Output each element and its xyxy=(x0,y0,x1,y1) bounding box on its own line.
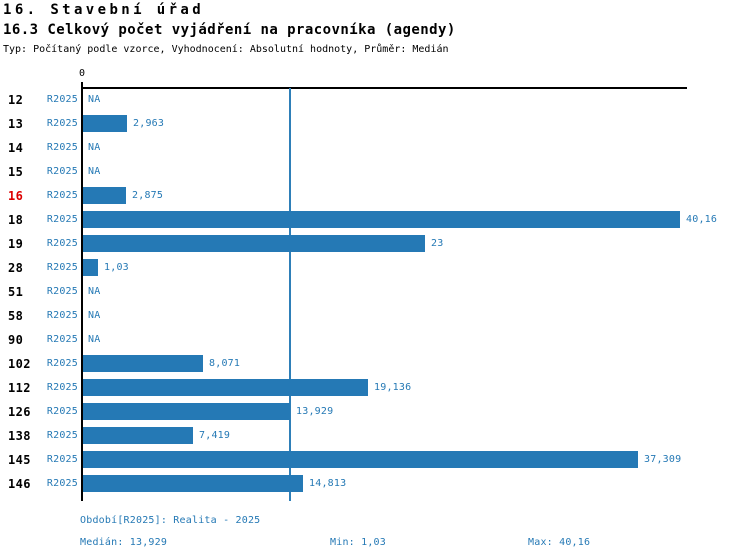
row-category-label: 13 xyxy=(8,117,24,131)
row-series-label: R2025 xyxy=(46,142,78,153)
chart-row: 13 R2025 2,963 xyxy=(0,112,750,136)
chart-row: 28 R2025 1,03 xyxy=(0,256,750,280)
chart-row: 90 R2025 NA xyxy=(0,328,750,352)
bar xyxy=(83,355,203,372)
footer-max-label: Max: 40,16 xyxy=(528,537,591,548)
row-series-label: R2025 xyxy=(46,190,78,201)
footer-period-label: Období[R2025]: Realita - 2025 xyxy=(80,515,261,526)
bar xyxy=(83,379,368,396)
row-value-label: NA xyxy=(88,142,101,153)
chart-row: 102 R2025 8,071 xyxy=(0,352,750,376)
row-category-label: 146 xyxy=(8,477,31,491)
chart-row: 16 R2025 2,875 xyxy=(0,184,750,208)
y-axis-line xyxy=(81,82,83,501)
row-series-label: R2025 xyxy=(46,478,78,489)
bar xyxy=(83,259,98,276)
row-series-label: R2025 xyxy=(46,454,78,465)
bar xyxy=(83,187,126,204)
row-series-label: R2025 xyxy=(46,382,78,393)
chart-row: 138 R2025 7,419 xyxy=(0,424,750,448)
row-value-label: 2,875 xyxy=(132,190,164,201)
chart-row: 12 R2025 NA xyxy=(0,88,750,112)
row-value-label: NA xyxy=(88,286,101,297)
row-series-label: R2025 xyxy=(46,262,78,273)
chart-subtitle: 16.3 Celkový počet vyjádření na pracovní… xyxy=(3,22,456,38)
row-category-label: 14 xyxy=(8,141,24,155)
row-series-label: R2025 xyxy=(46,430,78,441)
row-series-label: R2025 xyxy=(46,286,78,297)
row-category-label: 145 xyxy=(8,453,31,467)
row-category-label: 112 xyxy=(8,381,31,395)
row-series-label: R2025 xyxy=(46,94,78,105)
row-series-label: R2025 xyxy=(46,406,78,417)
median-reference-line xyxy=(289,88,291,501)
bar xyxy=(83,403,290,420)
bar xyxy=(83,427,193,444)
bar xyxy=(83,115,127,132)
row-series-label: R2025 xyxy=(46,214,78,225)
row-value-label: 2,963 xyxy=(133,118,165,129)
row-category-label: 102 xyxy=(8,357,31,371)
row-series-label: R2025 xyxy=(46,358,78,369)
chart-note: Typ: Počítaný podle vzorce, Vyhodnocení:… xyxy=(3,44,449,55)
row-value-label: NA xyxy=(88,334,101,345)
chart-row: 126 R2025 13,929 xyxy=(0,400,750,424)
row-series-label: R2025 xyxy=(46,334,78,345)
row-category-label: 18 xyxy=(8,213,24,227)
row-category-label: 16 xyxy=(8,189,24,203)
row-category-label: 19 xyxy=(8,237,24,251)
bar xyxy=(83,451,638,468)
chart-row: 14 R2025 NA xyxy=(0,136,750,160)
x-axis-line xyxy=(81,87,687,89)
chart-row: 145 R2025 37,309 xyxy=(0,448,750,472)
row-value-label: 14,813 xyxy=(309,478,347,489)
chart-row: 146 R2025 14,813 xyxy=(0,472,750,496)
row-series-label: R2025 xyxy=(46,166,78,177)
row-value-label: 1,03 xyxy=(104,262,129,273)
row-category-label: 138 xyxy=(8,429,31,443)
row-value-label: 19,136 xyxy=(374,382,412,393)
row-value-label: 13,929 xyxy=(296,406,334,417)
footer-median-label: Medián: 13,929 xyxy=(80,537,168,548)
footer-min-label: Min: 1,03 xyxy=(330,537,386,548)
chart-rows: 12 R2025 NA 13 R2025 2,963 14 R2025 NA 15 R2025 NA 1… xyxy=(0,88,750,496)
chart-row: 18 R2025 40,16 xyxy=(0,208,750,232)
bar xyxy=(83,235,425,252)
row-value-label: 23 xyxy=(431,238,444,249)
row-value-label: 37,309 xyxy=(644,454,682,465)
chart-row: 58 R2025 NA xyxy=(0,304,750,328)
row-category-label: 51 xyxy=(8,285,24,299)
row-category-label: 58 xyxy=(8,309,24,323)
row-value-label: 7,419 xyxy=(199,430,231,441)
row-value-label: 8,071 xyxy=(209,358,241,369)
chart-row: 51 R2025 NA xyxy=(0,280,750,304)
row-series-label: R2025 xyxy=(46,310,78,321)
row-category-label: 90 xyxy=(8,333,24,347)
chart-row: 19 R2025 23 xyxy=(0,232,750,256)
bar xyxy=(83,211,680,228)
row-category-label: 126 xyxy=(8,405,31,419)
row-category-label: 15 xyxy=(8,165,24,179)
row-series-label: R2025 xyxy=(46,118,78,129)
row-series-label: R2025 xyxy=(46,238,78,249)
row-category-label: 28 xyxy=(8,261,24,275)
chart-row: 112 R2025 19,136 xyxy=(0,376,750,400)
row-value-label: NA xyxy=(88,94,101,105)
chart-title: 16. Stavební úřad xyxy=(3,2,205,18)
bar xyxy=(83,475,303,492)
row-value-label: NA xyxy=(88,166,101,177)
row-value-label: NA xyxy=(88,310,101,321)
row-value-label: 40,16 xyxy=(686,214,718,225)
row-category-label: 12 xyxy=(8,93,24,107)
chart-row: 15 R2025 NA xyxy=(0,160,750,184)
x-axis-zero-tick-label: 0 xyxy=(78,68,86,79)
